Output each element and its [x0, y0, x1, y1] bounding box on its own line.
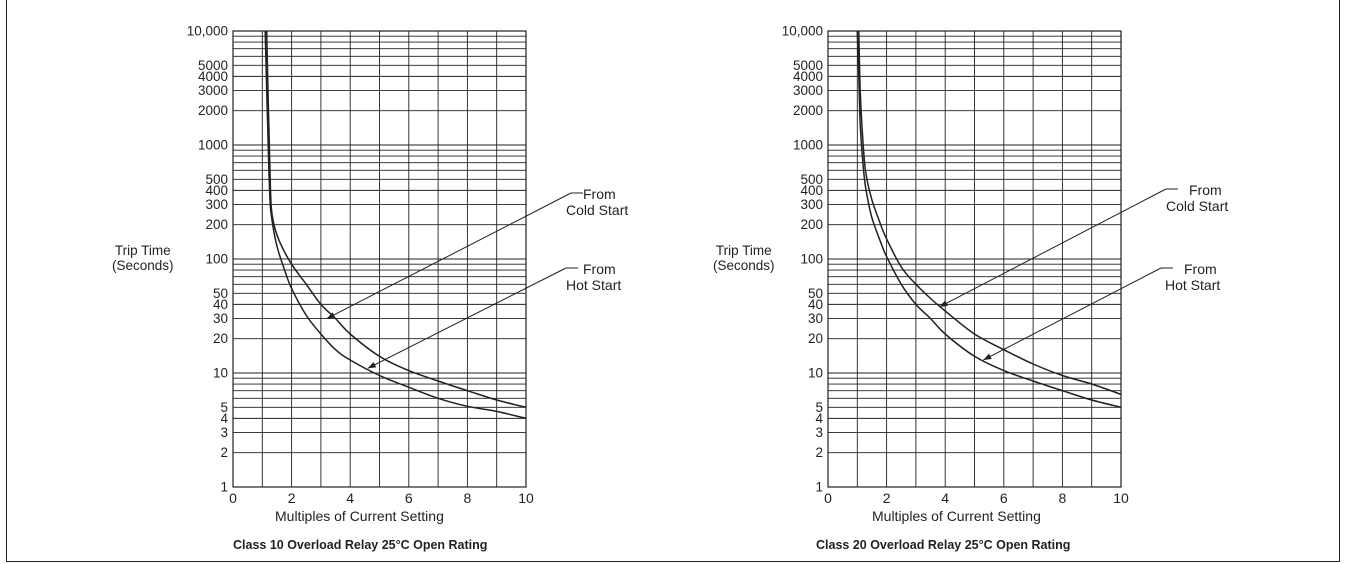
arrowhead-icon — [367, 361, 377, 369]
annotation-hot-arrow — [983, 267, 1162, 361]
y-tick-label: 1000 — [198, 138, 228, 153]
y-tick-label: 5 — [815, 400, 823, 415]
y-tick-label: 400 — [205, 183, 228, 198]
figure-frame — [6, 0, 1340, 562]
x-tick-label: 6 — [1000, 490, 1008, 506]
y-tick-label: 10 — [213, 366, 228, 381]
y-tick-label: 20 — [808, 331, 823, 346]
arrowhead-icon — [939, 300, 948, 307]
chart-caption: Class 20 Overload Relay 25°C Open Rating — [816, 538, 1071, 552]
x-tick-label: 4 — [346, 490, 354, 506]
x-tick-label: 6 — [405, 490, 413, 506]
y-tick-label: 100 — [205, 252, 228, 267]
y-tick-label: 5000 — [198, 58, 228, 73]
y-axis-label: Trip Time (Seconds) — [713, 243, 775, 273]
annotation-cold-line1: From — [583, 186, 616, 202]
y-tick-label: 3 — [815, 425, 823, 440]
y-tick-label: 3000 — [198, 83, 228, 98]
annotation-cold-arrow — [326, 192, 572, 320]
y-tick-label: 10,000 — [782, 24, 823, 39]
y-tick-label: 50 — [808, 286, 823, 301]
y-tick-label: 300 — [205, 197, 228, 212]
x-tick-label: 0 — [229, 490, 237, 506]
plot-border — [232, 30, 527, 488]
chart-class-20: 1234510203040501002003004005001000200030… — [782, 24, 1178, 506]
plot-border — [827, 30, 1122, 488]
x-tick-label: 2 — [883, 490, 891, 506]
y-tick-label: 4000 — [198, 69, 228, 84]
series-cold-start-curve — [858, 30, 1122, 396]
y-tick-label: 2000 — [198, 103, 228, 118]
y-axis-label-line1: Trip Time — [114, 243, 171, 258]
x-tick-label: 0 — [824, 490, 832, 506]
y-tick-label: 5 — [220, 400, 228, 415]
x-axis-label: Multiples of Current Setting — [872, 508, 1041, 524]
arrowhead-icon — [983, 353, 992, 361]
y-axis-label-line2: (Seconds) — [112, 258, 174, 273]
x-tick-label: 2 — [288, 490, 296, 506]
y-tick-label: 10 — [808, 366, 823, 381]
y-tick-label: 3 — [220, 425, 228, 440]
annotation-hot-arrow — [367, 267, 567, 369]
annotation-cold-line2: Cold Start — [566, 202, 629, 218]
x-tick-label: 8 — [464, 490, 472, 506]
y-tick-label: 200 — [800, 217, 823, 232]
y-tick-label: 3000 — [793, 83, 823, 98]
y-tick-label: 1000 — [793, 138, 823, 153]
y-tick-label: 100 — [800, 252, 823, 267]
x-tick-label: 10 — [1113, 490, 1129, 506]
annotation-cold-start: From Cold Start — [566, 186, 628, 218]
x-tick-label: 4 — [941, 490, 949, 506]
y-tick-label: 2000 — [793, 103, 823, 118]
annotation-cold-arrow — [939, 188, 1167, 308]
chart-class-10: 1234510203040501002003004005001000200030… — [187, 24, 583, 506]
annotation-hot-line1: From — [583, 261, 616, 277]
y-tick-label: 200 — [205, 217, 228, 232]
y-tick-label: 40 — [213, 297, 228, 312]
y-tick-label: 300 — [800, 197, 823, 212]
y-axis-label-line2: (Seconds) — [713, 258, 775, 273]
y-tick-label: 40 — [808, 297, 823, 312]
y-tick-label: 4 — [220, 411, 228, 426]
chart-caption: Class 10 Overload Relay 25°C Open Rating — [233, 538, 488, 552]
y-tick-label: 2 — [220, 445, 228, 460]
x-tick-label: 8 — [1059, 490, 1067, 506]
annotation-cold-start: From Cold Start — [1166, 182, 1228, 214]
annotation-cold-line1: From — [1189, 182, 1222, 198]
chart-panel-class-20: 1 2 3 4 5 10 20 30 40 50 100 200 300 400 500 1000 2000 30… — [595, 0, 1228, 562]
series-cold-start-curve — [265, 30, 527, 409]
y-tick-label: 10,000 — [187, 24, 228, 39]
annotation-hot-start: From Hot Start — [1165, 261, 1220, 293]
annotation-hot-line2: Hot Start — [1165, 277, 1221, 293]
x-axis-label: Multiples of Current Setting — [275, 508, 444, 524]
arrowhead-icon — [326, 312, 336, 319]
y-tick-label: 5000 — [793, 58, 823, 73]
annotation-hot-start: From Hot Start — [566, 261, 621, 293]
y-tick-label: 4 — [815, 411, 823, 426]
y-tick-label: 50 — [213, 286, 228, 301]
annotation-hot-line1: From — [1184, 261, 1217, 277]
y-axis-label-line1: Trip Time — [715, 243, 772, 258]
y-axis-label: Trip Time (Seconds) — [112, 243, 174, 273]
y-tick-label: 400 — [800, 183, 823, 198]
y-tick-label: 1 — [815, 480, 823, 495]
y-tick-label: 4000 — [793, 69, 823, 84]
x-tick-label: 10 — [518, 490, 534, 506]
chart-panel-class-10: 1 2 3 4 5 10 20 30 40 50 100 200 300 400 500 1000 2000 30… — [0, 0, 628, 562]
annotation-hot-line2: Hot Start — [566, 277, 622, 293]
annotation-cold-line2: Cold Start — [1166, 198, 1229, 214]
series-hot-start-curve — [856, 30, 1122, 409]
y-tick-label: 1 — [220, 480, 228, 495]
y-tick-label: 30 — [808, 311, 823, 326]
y-tick-label: 30 — [213, 311, 228, 326]
y-tick-label: 500 — [205, 172, 228, 187]
series-hot-start-curve — [264, 30, 527, 420]
y-tick-label: 20 — [213, 331, 228, 346]
y-tick-label: 2 — [815, 445, 823, 460]
y-tick-label: 500 — [800, 172, 823, 187]
